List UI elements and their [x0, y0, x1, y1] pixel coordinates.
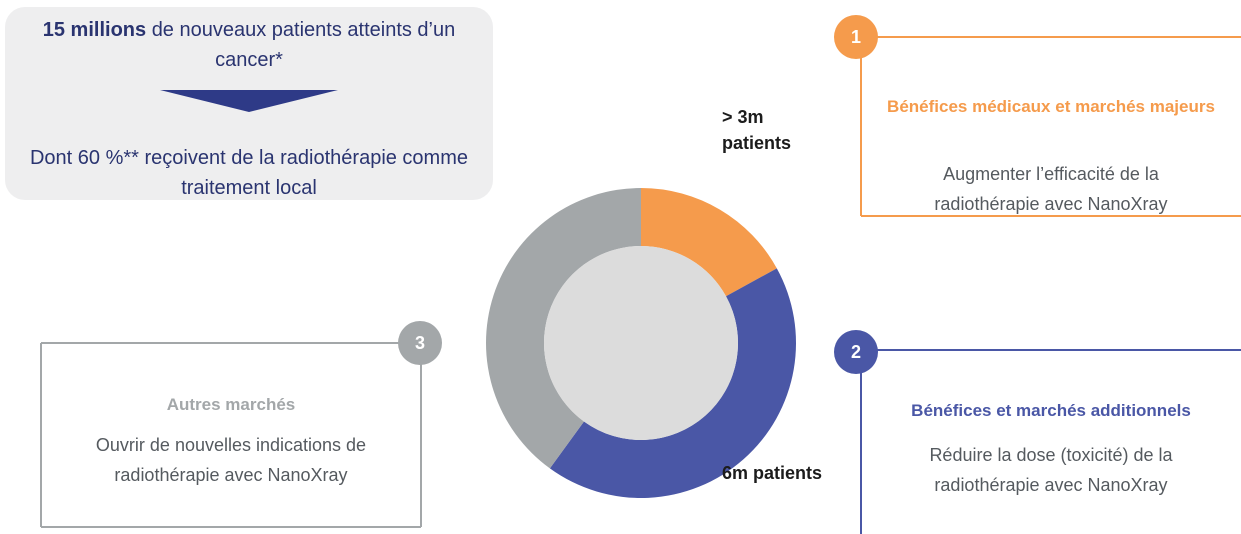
donut-center — [544, 246, 738, 440]
donut — [486, 187, 796, 498]
donut-segment — [641, 188, 777, 297]
card-number: 1 — [851, 27, 861, 47]
card-number-badge — [398, 321, 442, 365]
card-title: Bénéfices et marchés additionnels — [911, 401, 1191, 420]
card-text: Augmenter l’efficacité de la radiothérap… — [934, 164, 1168, 214]
intro-heading: 15 millions de nouveaux patients atteint… — [20, 15, 478, 75]
card-text: Réduire la dose (toxicité) de la radioth… — [929, 445, 1173, 495]
card-number-badge — [834, 330, 878, 374]
arrow-down — [160, 90, 338, 112]
card-number: 2 — [851, 342, 861, 362]
segment-label: 6m patients — [722, 463, 823, 483]
segment-label: > 3m patients — [722, 107, 792, 153]
donut-segment — [486, 187, 641, 469]
card-text: Ouvrir de nouvelles indications de radio… — [95, 435, 367, 485]
card-number-badge — [834, 15, 878, 59]
donut-segment — [549, 268, 796, 498]
card-title: Autres marchés — [166, 395, 296, 414]
card-number: 3 — [415, 333, 425, 353]
card-title: Bénéfices médicaux et marchés majeurs — [887, 97, 1215, 116]
intro-subtext: Dont 60 %** reçoivent de la radiothérapi… — [29, 147, 469, 199]
card-frames: 1 2 3 — [40, 15, 1241, 534]
intro-text: de nouveaux patients atteints d’un cance… — [151, 19, 456, 71]
intro-highlight: 15 millions — [42, 19, 147, 41]
